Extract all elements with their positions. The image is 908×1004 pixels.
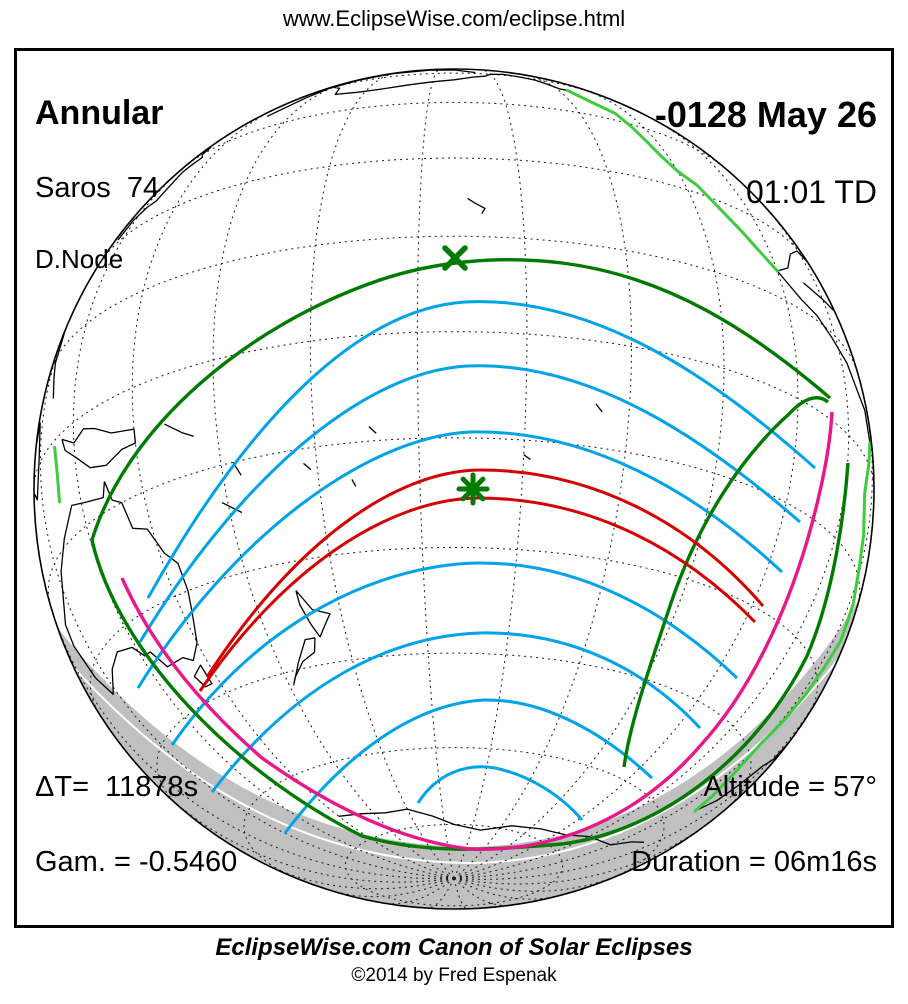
globe-layers (34, 69, 874, 909)
eclipse-date-label: -0128 May 26 (654, 94, 877, 135)
graticule-grid (34, 69, 874, 909)
max-eclipse-curves (136, 300, 816, 834)
globe-disc (34, 69, 874, 909)
eclipse-time-label: 01:01 TD (745, 174, 877, 211)
footer-title: EclipseWise.com Canon of Solar Eclipses (215, 934, 693, 961)
footer: EclipseWise.com Canon of Solar Eclipses … (0, 934, 908, 987)
eclipse-map-frame: Annular Saros 74 D.Node -0128 May 26 01:… (14, 48, 894, 928)
top-left-info: Annular Saros 74 D.Node (35, 57, 163, 313)
duration-value: Duration = 06m16s (631, 845, 877, 878)
node-label: D.Node (35, 244, 124, 275)
saros-label: Saros 74 (35, 171, 160, 204)
globe-limb (33, 68, 875, 910)
bottom-left-info: ΔT= 11878s Gam. = -0.5460 (35, 732, 237, 917)
eclipse-type-label: Annular (35, 94, 164, 132)
bottom-right-info: Altitude = 57° Duration = 06m16s (631, 732, 877, 917)
altitude-value: Altitude = 57° (703, 771, 877, 804)
delta-t-value: ΔT= 11878s (35, 771, 199, 804)
eclipse-globe-map (17, 51, 891, 925)
coastlines-sunlit (53, 88, 872, 813)
site-url-text: www.EclipseWise.com/eclipse.html (282, 6, 626, 31)
rise-set-curve (120, 411, 834, 851)
gamma-value: Gam. = -0.5460 (35, 845, 238, 878)
annular-path-limits (198, 468, 765, 692)
footer-copyright: ©2014 by Fred Espenak (351, 965, 557, 986)
night-shade-region (51, 595, 862, 909)
terminator-line (58, 620, 868, 865)
greatest-eclipse-marker (456, 472, 490, 506)
top-right-info: -0128 May 26 01:01 TD (655, 57, 877, 248)
x-marker (442, 245, 468, 271)
